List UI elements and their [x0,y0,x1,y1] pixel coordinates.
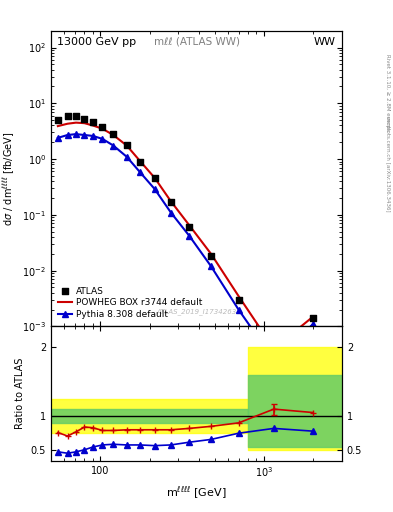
Text: ATLAS_2019_I1734263: ATLAS_2019_I1734263 [156,308,237,314]
Text: Rivet 3.1.10, ≥ 2.8M events: Rivet 3.1.10, ≥ 2.8M events [385,54,390,131]
ATLAS [55,116,61,124]
ATLAS [81,115,88,123]
Pythia 8.308 default [209,263,213,269]
ATLAS [110,130,116,138]
POWHEG BOX r3744 default [138,158,142,164]
Text: mℓℓ (ATLAS WW): mℓℓ (ATLAS WW) [154,37,239,47]
Line: Pythia 8.308 default: Pythia 8.308 default [55,132,316,363]
Y-axis label: d$\sigma$ / dm$^{\ell\ell\ell\ell}$ [fb/GeV]: d$\sigma$ / dm$^{\ell\ell\ell\ell}$ [fb/… [1,132,17,226]
Pythia 8.308 default [152,186,157,192]
POWHEG BOX r3744 default [236,293,241,299]
X-axis label: m$^{\ell\ell\ell\ell}$ [GeV]: m$^{\ell\ell\ell\ell}$ [GeV] [166,485,227,501]
POWHEG BOX r3744 default [187,222,192,228]
ATLAS [73,113,79,121]
Pythia 8.308 default [82,132,87,138]
POWHEG BOX r3744 default [65,121,70,127]
Pythia 8.308 default [124,154,129,160]
Pythia 8.308 default [272,357,276,363]
ATLAS [310,314,316,323]
ATLAS [168,198,174,206]
Y-axis label: Ratio to ATLAS: Ratio to ATLAS [15,358,25,429]
POWHEG BOX r3744 default [82,120,87,126]
POWHEG BOX r3744 default [90,122,95,129]
Pythia 8.308 default [55,135,60,141]
Text: 13000 GeV pp: 13000 GeV pp [57,37,136,47]
Legend: ATLAS, POWHEG BOX r3744 default, Pythia 8.308 default: ATLAS, POWHEG BOX r3744 default, Pythia … [55,284,206,322]
Pythia 8.308 default [100,136,105,142]
ATLAS [208,252,214,261]
ATLAS [235,296,242,304]
Pythia 8.308 default [169,209,173,216]
Line: POWHEG BOX r3744 default: POWHEG BOX r3744 default [58,123,313,349]
POWHEG BOX r3744 default [111,132,116,138]
Pythia 8.308 default [90,133,95,139]
POWHEG BOX r3744 default [73,120,78,126]
Pythia 8.308 default [111,142,116,148]
Pythia 8.308 default [138,169,142,175]
POWHEG BOX r3744 default [272,346,276,352]
POWHEG BOX r3744 default [169,198,173,204]
Text: mcplots.cern.ch [arXiv:1306.3436]: mcplots.cern.ch [arXiv:1306.3436] [385,116,390,211]
POWHEG BOX r3744 default [124,142,129,148]
ATLAS [152,174,158,182]
Pythia 8.308 default [73,131,78,137]
ATLAS [64,112,71,120]
POWHEG BOX r3744 default [55,123,60,129]
POWHEG BOX r3744 default [209,251,213,257]
POWHEG BOX r3744 default [100,125,105,132]
ATLAS [99,123,106,131]
POWHEG BOX r3744 default [152,175,157,181]
ATLAS [186,223,193,231]
Pythia 8.308 default [236,307,241,313]
ATLAS [271,348,277,356]
POWHEG BOX r3744 default [311,313,316,319]
ATLAS [123,141,130,149]
Pythia 8.308 default [311,321,316,327]
ATLAS [90,118,96,126]
Pythia 8.308 default [65,132,70,138]
Pythia 8.308 default [187,233,192,239]
Text: WW: WW [314,37,336,47]
ATLAS [137,158,143,166]
